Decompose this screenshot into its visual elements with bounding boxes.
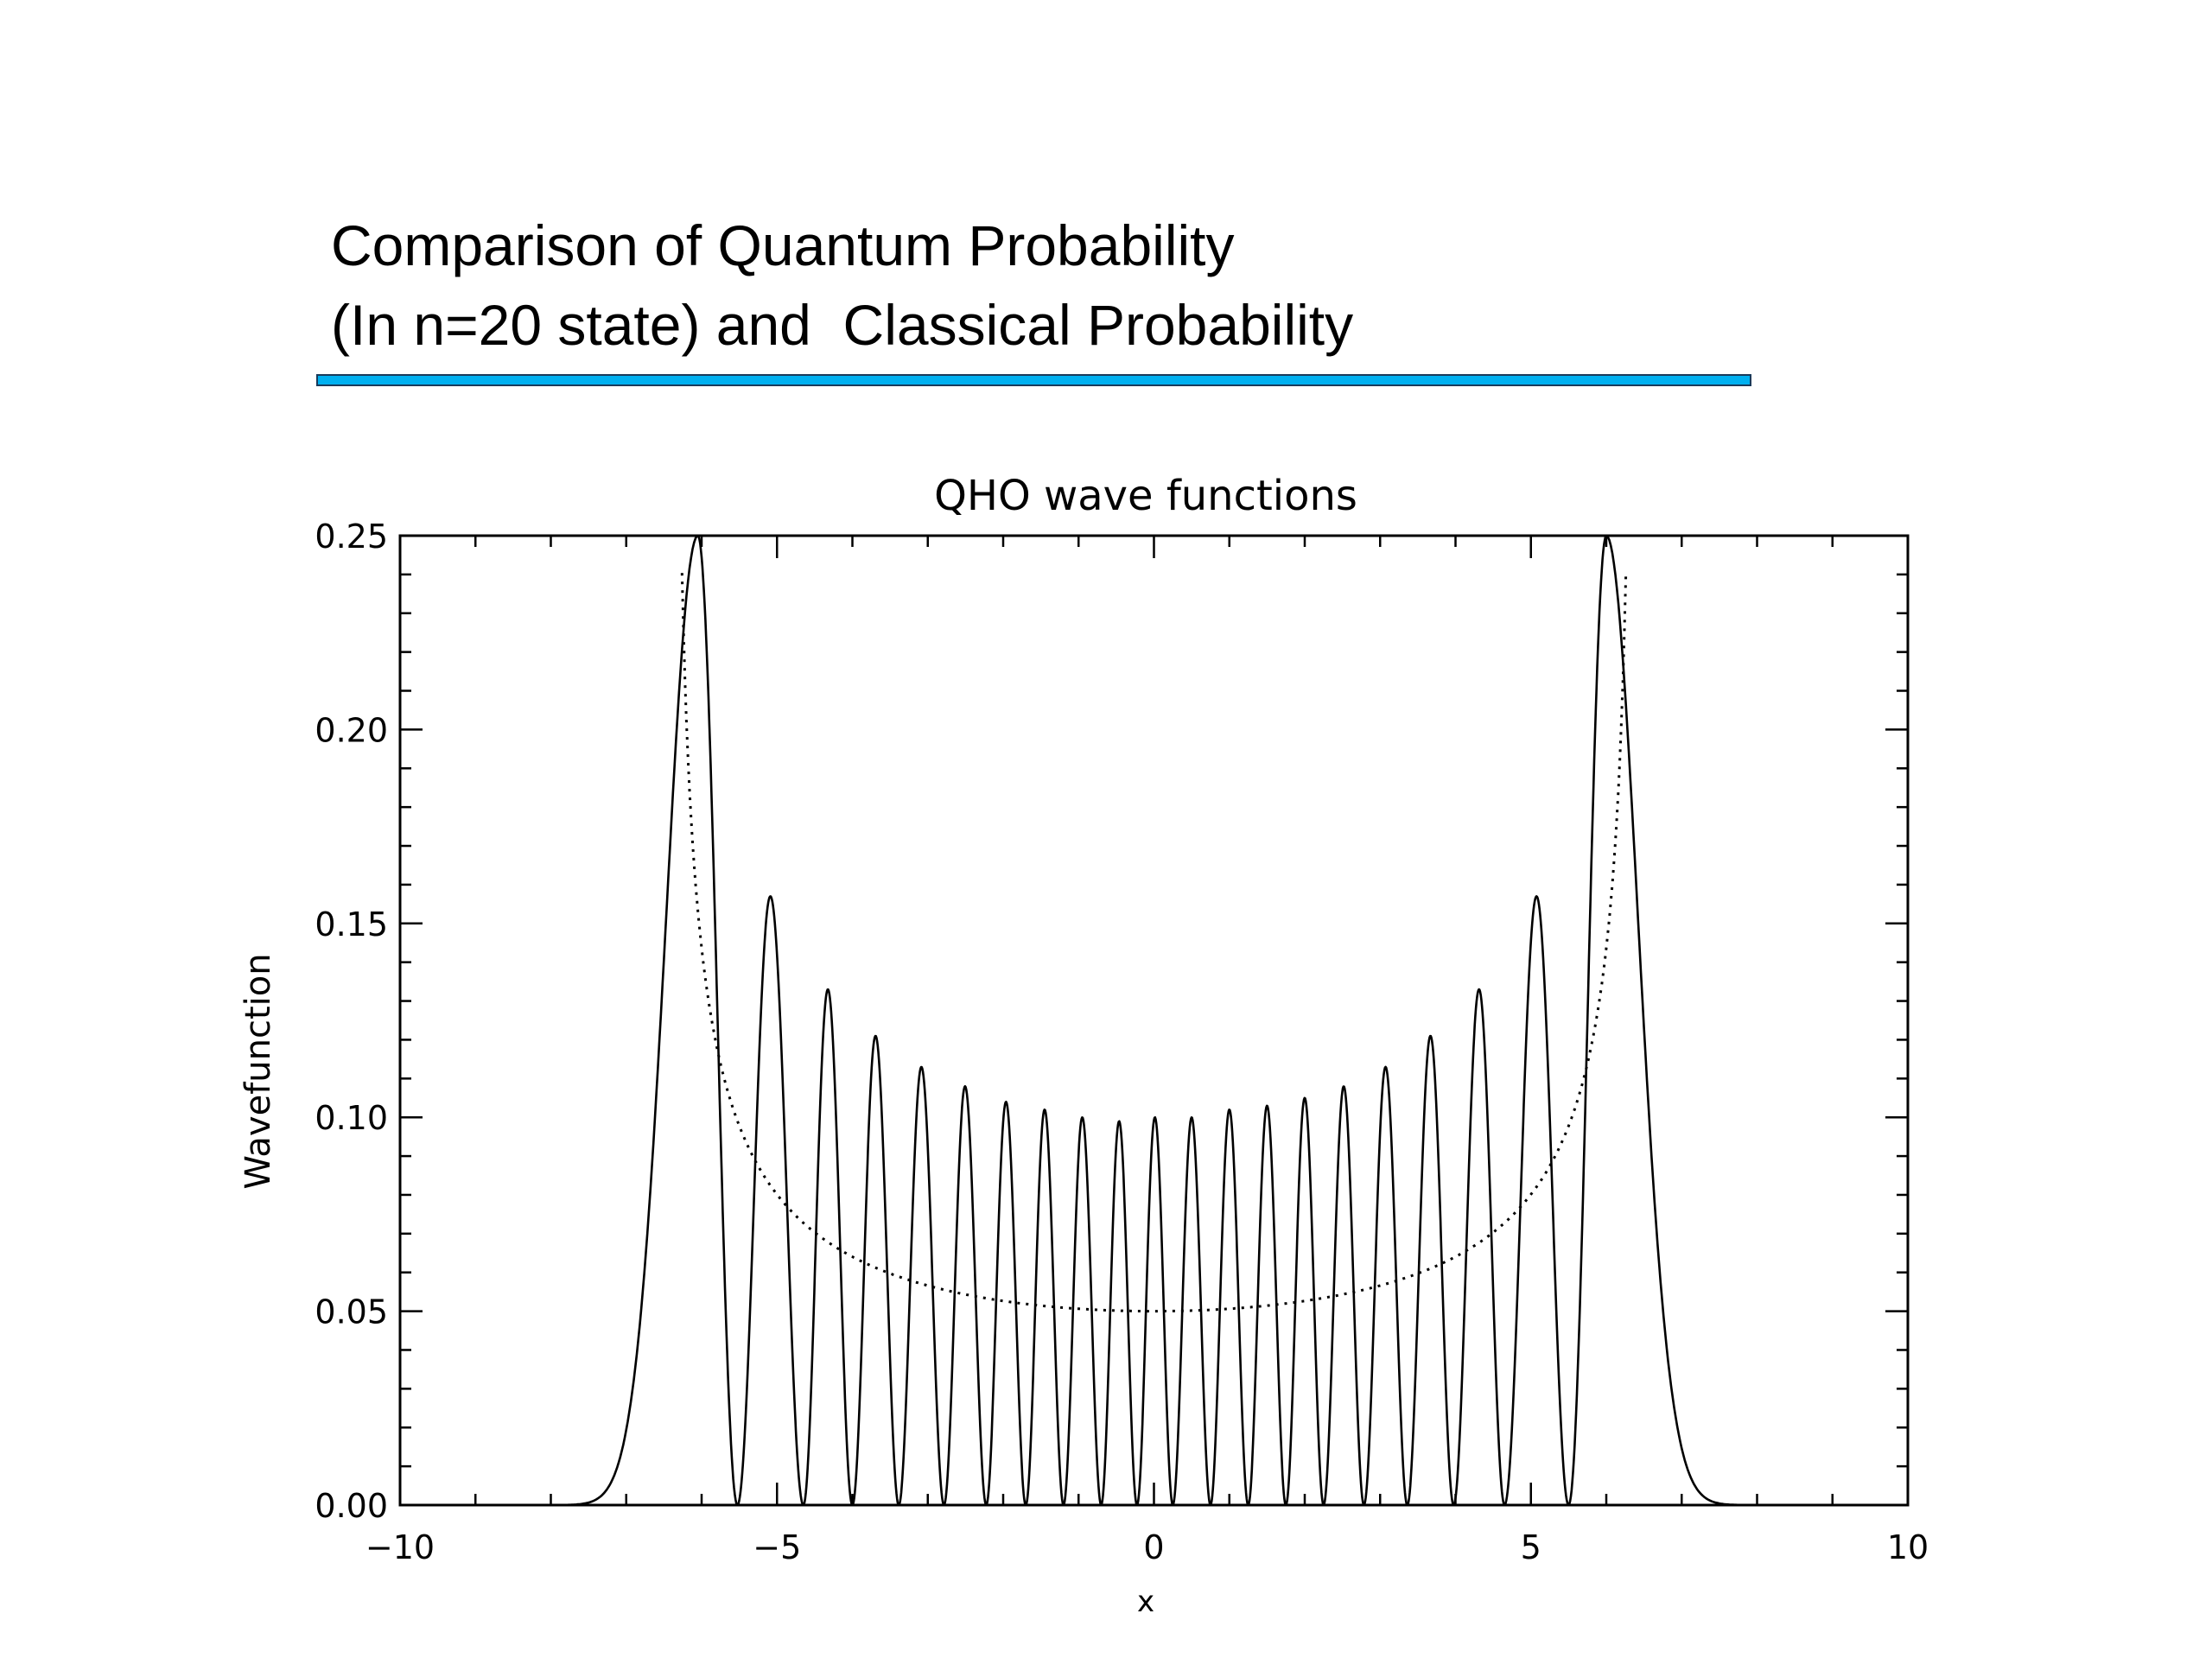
x-axis-label: x — [1137, 1585, 1154, 1619]
y-tick-label: 0.20 — [315, 711, 388, 749]
x-tick-label: −10 — [365, 1528, 435, 1566]
classical-probability-curve — [680, 573, 1628, 1313]
x-tick-label: 5 — [1521, 1528, 1541, 1566]
y-tick-label: 0.25 — [315, 518, 388, 556]
plot-frame — [398, 534, 1910, 1507]
x-tick-label: 10 — [1887, 1528, 1929, 1566]
x-tick-label: 0 — [1143, 1528, 1164, 1566]
x-tick-label: −5 — [753, 1528, 801, 1566]
title-underline-rule — [316, 374, 1751, 386]
slide-title-line-2: (In n=20 state) and Classical Probabilit… — [331, 293, 1354, 357]
y-tick-label: 0.00 — [315, 1487, 388, 1525]
y-tick-label: 0.05 — [315, 1293, 388, 1331]
slide-title: Comparison of Quantum Probability (In n=… — [331, 206, 1800, 365]
y-tick-label: 0.10 — [315, 1099, 388, 1137]
slide-title-line-1: Comparison of Quantum Probability — [331, 213, 1235, 277]
axis-ticks — [398, 534, 1910, 1507]
y-axis-label: Wavefunction — [238, 953, 278, 1189]
y-tick-label: 0.15 — [315, 905, 388, 943]
quantum-probability-curve — [512, 534, 1796, 1507]
chart-title: QHO wave functions — [934, 472, 1357, 520]
tick-labels: −10 −5 0 5 10 0.00 0.05 0.10 0.15 0.20 0.25 — [315, 518, 1929, 1566]
